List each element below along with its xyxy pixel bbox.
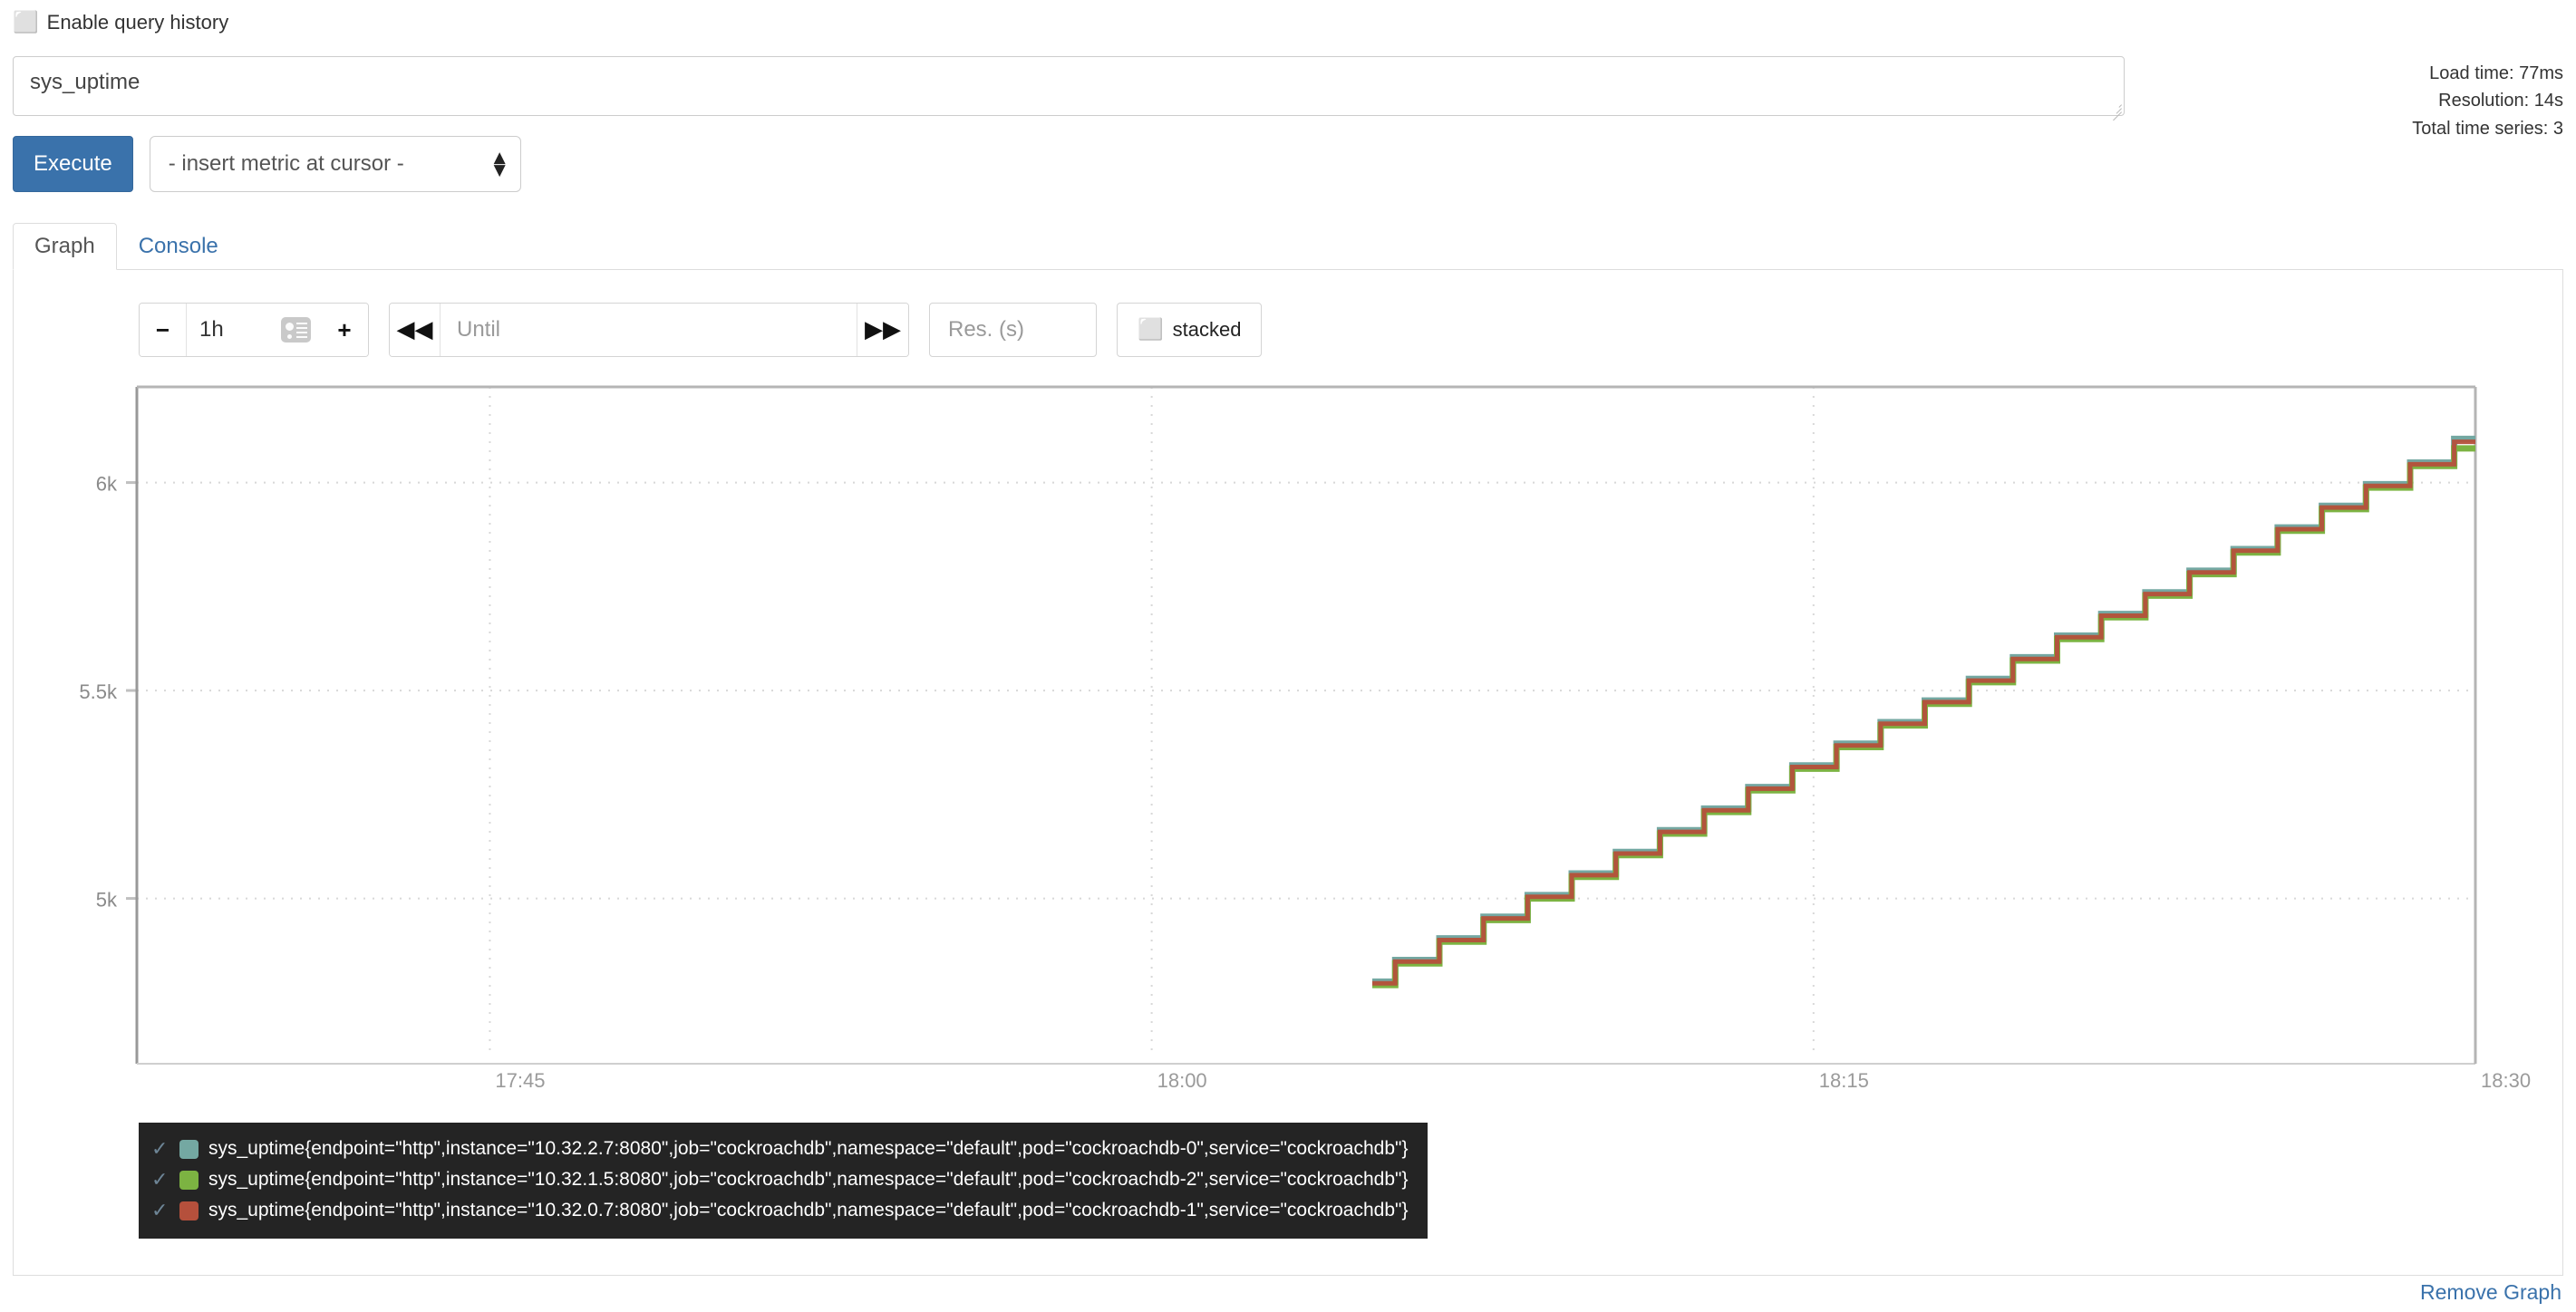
legend-series-label: sys_uptime{endpoint="http",instance="10.… [208,1138,1409,1159]
remove-graph-link[interactable]: Remove Graph [2420,1280,2561,1304]
insert-metric-select[interactable]: - insert metric at cursor - ▲ ▼ [149,136,521,192]
checkbox-unchecked-icon[interactable]: ⬜ [13,10,39,34]
range-input[interactable]: 1h [187,304,270,356]
chart-tick-labels: 5k 5.5k 6k 17:45 18:00 18:15 18:30 [79,473,2531,1092]
legend-series-label: sys_uptime{endpoint="http",instance="10.… [208,1169,1409,1190]
stacked-toggle[interactable]: ⬜ stacked [1117,303,1263,357]
legend-item[interactable]: ✓ sys_uptime{endpoint="http",instance="1… [151,1134,1408,1164]
svg-text:18:15: 18:15 [1819,1069,1869,1092]
stacked-label: stacked [1172,318,1242,341]
tab-graph[interactable]: Graph [13,223,117,270]
step-backward-icon[interactable]: ◀◀ [390,304,441,356]
expression-input-wrapper[interactable] [13,56,2125,121]
resolution-stat: Resolution: 14s [2438,91,2563,111]
legend-color-swatch [179,1170,199,1190]
graph-controls: − 1h + ◀◀ Until ▶▶ Res. (s) ⬜ stacked [139,303,1263,357]
svg-text:18:00: 18:00 [1157,1069,1207,1092]
svg-text:5.5k: 5.5k [79,680,118,703]
legend-color-swatch [179,1139,199,1159]
query-stats: Load time: 77ms Resolution: 14s Total ti… [2412,60,2563,142]
range-decrease-button[interactable]: − [140,304,187,356]
insert-metric-select-value: - insert metric at cursor - [168,151,404,176]
resolution-input[interactable]: Res. (s) [929,303,1097,357]
range-increase-button[interactable]: + [321,304,368,356]
check-icon[interactable]: ✓ [151,1168,169,1191]
range-group: − 1h + [139,303,369,357]
total-time-series: Total time series: 3 [2412,118,2563,139]
until-input[interactable]: Until [441,304,857,356]
chevron-updown-icon[interactable]: ▲ ▼ [493,148,506,179]
check-icon[interactable]: ✓ [151,1199,169,1222]
execute-row: Execute - insert metric at cursor - ▲ ▼ [13,136,521,192]
legend-series-label: sys_uptime{endpoint="http",instance="10.… [208,1200,1409,1220]
execute-button[interactable]: Execute [13,136,133,192]
legend-item[interactable]: ✓ sys_uptime{endpoint="http",instance="1… [151,1164,1408,1195]
query-history-label: Enable query history [46,11,229,34]
until-group: ◀◀ Until ▶▶ [389,303,909,357]
load-time: Load time: 77ms [2429,63,2563,83]
svg-text:18:30: 18:30 [2481,1069,2531,1092]
range-list-icon[interactable] [280,317,311,342]
range-icon-cell[interactable] [270,304,321,356]
legend-color-swatch [179,1201,199,1220]
svg-text:5k: 5k [96,889,118,912]
legend-item[interactable]: ✓ sys_uptime{endpoint="http",instance="1… [151,1195,1408,1226]
graph-panel: − 1h + ◀◀ Until ▶▶ Res. (s) ⬜ stacked 5k… [13,270,2563,1276]
expression-input[interactable] [13,56,2125,116]
svg-text:6k: 6k [96,473,118,496]
query-history-toggle[interactable]: ⬜ Enable query history [13,11,228,34]
chart-series-lines [1372,435,2475,989]
svg-text:17:45: 17:45 [495,1069,545,1092]
step-forward-icon[interactable]: ▶▶ [857,304,908,356]
chart-axes [126,385,2477,1065]
chart-gridlines [137,387,2476,1056]
panel-tabs: Graph Console [13,219,2563,270]
tab-console[interactable]: Console [138,234,218,258]
check-icon[interactable]: ✓ [151,1137,169,1161]
chart-legend: ✓ sys_uptime{endpoint="http",instance="1… [139,1123,1428,1239]
checkbox-unchecked-icon[interactable]: ⬜ [1138,317,1164,342]
